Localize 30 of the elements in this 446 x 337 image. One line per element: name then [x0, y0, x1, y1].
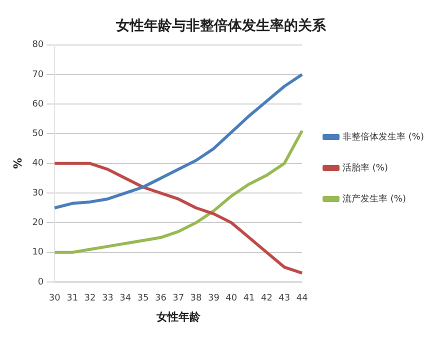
y-tick-label: 0 — [38, 277, 44, 288]
y-tick-label: 20 — [32, 218, 44, 228]
x-tick-label: 44 — [296, 294, 308, 304]
chart-title: 女性年龄与非整倍体发生率的关系 — [115, 17, 327, 34]
y-tick-label: 30 — [32, 188, 44, 198]
y-tick-label: 70 — [32, 70, 44, 80]
x-tick-label: 36 — [154, 294, 167, 304]
legend-label: 流产发生率 (%) — [342, 193, 406, 204]
x-tick-label: 34 — [120, 294, 132, 304]
x-tick-label: 41 — [243, 294, 255, 304]
x-tick-label: 30 — [48, 294, 61, 304]
x-tick-label: 35 — [137, 294, 149, 304]
y-tick-label: 60 — [32, 99, 44, 110]
x-tick-label: 40 — [226, 294, 238, 304]
x-tick-label: 43 — [278, 294, 290, 304]
x-tick-label: 39 — [208, 294, 220, 304]
y-tick-label: 50 — [32, 129, 44, 140]
y-tick-label: 80 — [32, 40, 44, 50]
y-tick-label: 40 — [32, 158, 44, 169]
x-tick-label: 33 — [102, 294, 114, 304]
legend-label: 非整倍体发生率 (%) — [342, 131, 424, 142]
x-tick-label: 42 — [260, 294, 272, 304]
x-tick-label: 31 — [66, 294, 78, 304]
x-tick-label: 38 — [190, 294, 202, 304]
x-tick-label: 32 — [84, 294, 96, 304]
x-axis-title: 女性年龄 — [155, 310, 202, 324]
y-axis-title: % — [11, 158, 24, 169]
y-tick-label: 10 — [32, 248, 44, 258]
legend-label: 活胎率 (%) — [342, 162, 388, 174]
x-tick-label: 37 — [172, 294, 184, 304]
